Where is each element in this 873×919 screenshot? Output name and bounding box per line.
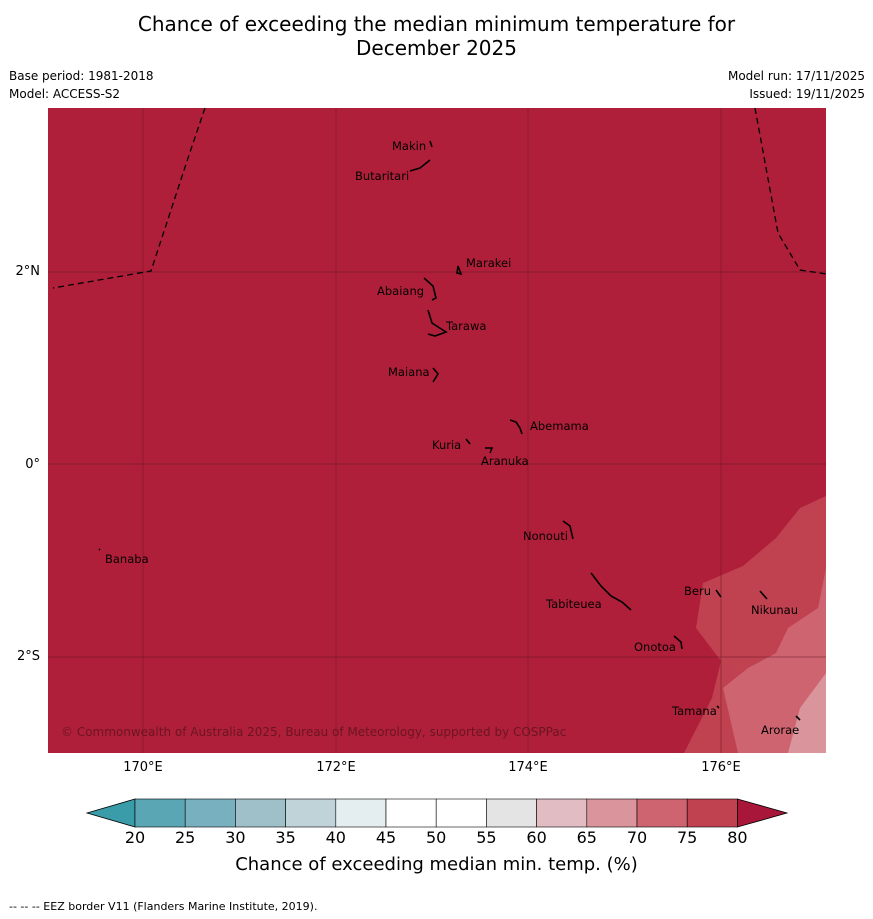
colorbar-segment [536, 798, 588, 828]
island-onotoa [673, 635, 683, 650]
model-run: Model run: 17/11/2025 [727, 69, 865, 83]
label-tarawa: Tarawa [445, 319, 486, 333]
lon-label-176e: 176°E [701, 760, 741, 775]
island-marakei [456, 265, 463, 276]
colorbar [86, 798, 788, 828]
colorbar-extend-high [737, 798, 788, 828]
colorbar-segment [235, 798, 286, 828]
label-kuria: Kuria [432, 438, 461, 452]
colorbar-segment [486, 798, 537, 828]
colorbar-tick-label: 25 [175, 828, 196, 847]
label-butaritari: Butaritari [355, 169, 409, 183]
label-tabiteuea: Tabiteuea [545, 597, 602, 611]
label-abaiang: Abaiang [377, 284, 424, 298]
label-nikunau: Nikunau [751, 603, 798, 617]
lat-label-2s: 2°S [16, 649, 40, 664]
label-nonouti: Nonouti [523, 529, 568, 543]
colorbar-tick-label: 60 [526, 828, 547, 847]
island-abemama [509, 419, 523, 435]
colorbar-tick-label: 65 [576, 828, 597, 847]
colorbar-segment [586, 798, 638, 828]
label-banaba: Banaba [105, 552, 149, 566]
lat-label-0: 0° [25, 457, 40, 472]
colorbar-tick-label: 80 [727, 828, 748, 847]
colorbar-segment [435, 798, 487, 828]
region-65-70 [788, 673, 826, 753]
colorbar-segment [184, 798, 236, 828]
region-80-plus [48, 108, 826, 753]
colorbar-segment [636, 798, 688, 828]
islands [98, 140, 801, 721]
colorbar-segment [335, 798, 387, 828]
colorbar-tick-label: 40 [325, 828, 346, 847]
lon-label-174e: 174°E [508, 760, 548, 775]
colorbar-tick-label: 70 [626, 828, 648, 847]
island-nonouti [562, 520, 574, 540]
lat-label-2n: 2°N [15, 264, 41, 279]
model-name: Model: ACCESS-S2 [9, 87, 121, 101]
gridlines [48, 108, 826, 753]
label-marakei: Marakei [466, 256, 511, 270]
lon-label-172e: 172°E [316, 760, 356, 775]
label-onotoa: Onotoa [634, 640, 676, 654]
lon-label-170e: 170°E [123, 760, 163, 775]
copyright-notice: © Commonwealth of Australia 2025, Bureau… [61, 725, 566, 739]
label-abemama: Abemama [530, 419, 589, 433]
footer-note: -- -- -- EEZ border V11 (Flanders Marine… [9, 900, 318, 913]
issued-date: Issued: 19/11/2025 [749, 87, 865, 101]
island-nikunau [759, 590, 768, 600]
colorbar-segment [134, 798, 186, 828]
label-maiana: Maiana [388, 365, 430, 379]
colorbar-segment [385, 798, 437, 828]
title-line-1: Chance of exceeding the median minimum t… [137, 12, 736, 36]
region-70-75 [723, 568, 826, 753]
island-arorae [795, 715, 801, 721]
forecast-map: Makin Butaritari Marakei Abaiang Tarawa … [48, 108, 826, 753]
colorbar-tick-label: 45 [375, 828, 397, 847]
chart-title: Chance of exceeding the median minimum t… [0, 12, 873, 60]
colorbar-extend-low [86, 798, 136, 828]
colorbar-label: Chance of exceeding median min. temp. (%… [235, 854, 638, 875]
island-abaiang [423, 277, 437, 301]
base-period: Base period: 1981-2018 [9, 69, 154, 83]
colorbar-tick-label: 50 [426, 828, 447, 847]
island-tabiteuea [590, 572, 632, 611]
island-beru [715, 589, 722, 598]
label-arorae: Arorae [761, 723, 799, 737]
colorbar-tick-label: 20 [124, 828, 146, 847]
title-line-2: December 2025 [356, 36, 517, 60]
eez-border [52, 108, 826, 289]
island-makin [429, 140, 433, 148]
colorbar-tick-label: 75 [677, 828, 698, 847]
label-makin: Makin [392, 139, 426, 153]
colorbar-segment [686, 798, 738, 828]
island-aranuka [485, 447, 494, 454]
label-aranuka: Aranuka [481, 454, 529, 468]
meta-right: Model run: 17/11/2025 Issued: 19/11/2025 [728, 67, 865, 103]
label-tamana: Tamana [671, 704, 717, 718]
colorbar-tick-label: 55 [476, 828, 497, 847]
label-beru: Beru [684, 584, 711, 598]
island-banaba [98, 548, 101, 551]
colorbar-tick-label: 35 [275, 828, 296, 847]
island-butaritari [409, 159, 431, 172]
island-maiana [432, 367, 439, 383]
colorbar-segment [285, 798, 337, 828]
island-kuria [465, 438, 471, 445]
island-tamana [716, 705, 720, 709]
island-tarawa [427, 309, 448, 337]
meta-left: Base period: 1981-2018 Model: ACCESS-S2 [9, 67, 154, 103]
colorbar-tick-label: 30 [225, 828, 246, 847]
